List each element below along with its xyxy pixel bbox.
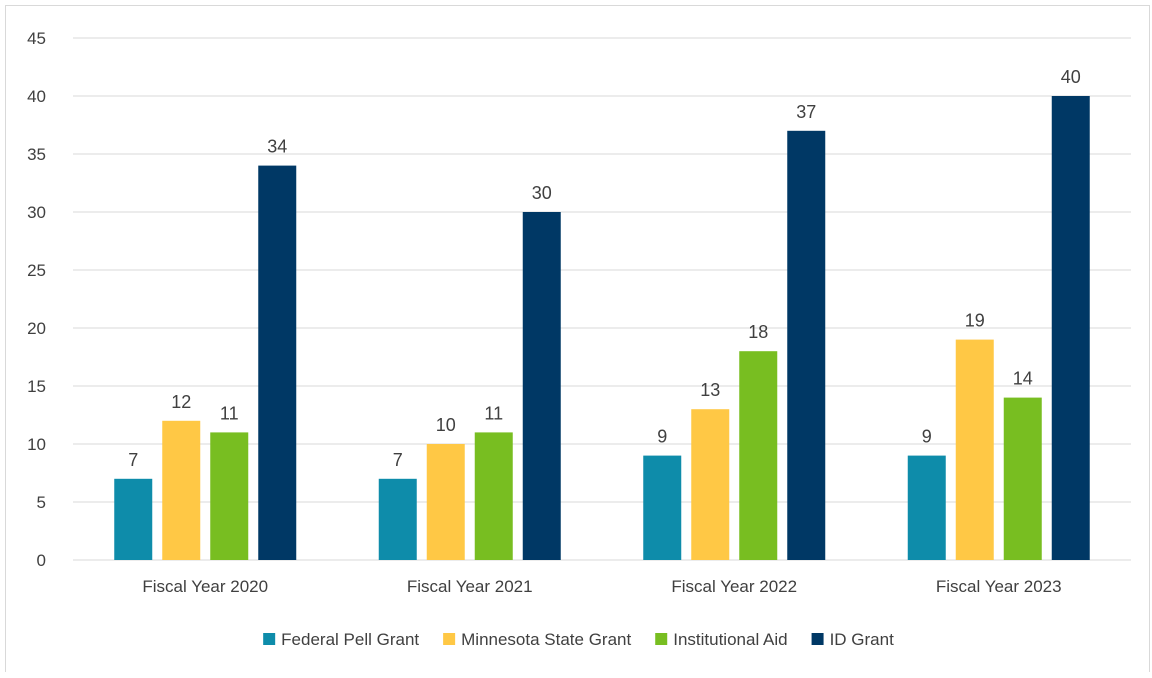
y-tick-label: 25: [27, 261, 46, 280]
y-tick-label: 10: [27, 435, 46, 454]
x-tick-label: Fiscal Year 2023: [936, 577, 1062, 596]
legend-swatch: [263, 633, 276, 645]
data-label: 18: [748, 322, 768, 342]
legend: Federal Pell Grant Minnesota State Grant I…: [263, 630, 894, 649]
data-label: 9: [922, 427, 932, 447]
gridlines: [73, 37, 1131, 561]
y-tick-label: 15: [27, 377, 46, 396]
bar-federal-pell-grant-2: [643, 455, 682, 560]
data-label: 30: [532, 183, 552, 203]
y-tick-label: 20: [27, 319, 46, 338]
data-label: 7: [393, 450, 403, 470]
bar-id-grant-0: [258, 165, 297, 560]
bar-federal-pell-grant-0: [114, 478, 153, 560]
data-label: 40: [1061, 67, 1081, 87]
legend-label: Minnesota State Grant: [461, 630, 631, 649]
y-tick-label: 35: [27, 145, 46, 164]
y-tick-label: 0: [37, 551, 46, 570]
data-label: 11: [484, 403, 503, 423]
data-label: 14: [1013, 369, 1033, 389]
bar-institutional-aid-0: [210, 432, 249, 560]
bar-federal-pell-grant-1: [378, 478, 417, 560]
data-label: 13: [700, 380, 720, 400]
legend-label: Federal Pell Grant: [281, 630, 419, 649]
legend-swatch: [443, 633, 456, 645]
data-label: 11: [220, 403, 239, 423]
data-label: 19: [965, 311, 985, 331]
x-tick-label: Fiscal Year 2021: [407, 577, 533, 596]
x-tick-label: Fiscal Year 2020: [142, 577, 268, 596]
chart-frame: 0 5 10 15 20 25 30 35 40 45 7 12 11 34 7 10 11 30 9 13 18 37…: [5, 5, 1150, 672]
x-axis-category-labels: Fiscal Year 2020 Fiscal Year 2021 Fiscal Y…: [142, 577, 1061, 596]
legend-label: Institutional Aid: [673, 630, 787, 649]
bar-id-grant-3: [1051, 96, 1090, 560]
data-label: 7: [128, 450, 138, 470]
data-label: 37: [796, 102, 816, 122]
data-label: 9: [657, 427, 667, 447]
legend-item-minnesota-state-grant: Minnesota State Grant: [443, 630, 631, 649]
legend-item-id-grant: ID Grant: [811, 630, 895, 649]
bar-id-grant-1: [522, 212, 561, 560]
data-labels: 7 12 11 34 7 10 11 30 9 13 18 37 9 19 14 40: [128, 67, 1081, 470]
bar-institutional-aid-2: [739, 351, 778, 560]
bar-id-grant-2: [787, 130, 826, 561]
bar-minnesota-state-grant-0: [162, 420, 201, 560]
y-tick-label: 40: [27, 87, 46, 106]
bar-institutional-aid-3: [1003, 397, 1042, 560]
legend-label: ID Grant: [830, 630, 895, 649]
legend-swatch: [655, 633, 668, 645]
legend-item-institutional-aid: Institutional Aid: [655, 630, 788, 649]
bars: [114, 96, 1090, 561]
bar-institutional-aid-1: [474, 432, 513, 560]
data-label: 34: [267, 137, 287, 157]
bar-minnesota-state-grant-2: [691, 409, 730, 560]
legend-item-federal-pell-grant: Federal Pell Grant: [263, 630, 419, 649]
data-label: 10: [436, 415, 456, 435]
grant-bar-chart: 0 5 10 15 20 25 30 35 40 45 7 12 11 34 7 10 11 30 9 13 18 37…: [27, 29, 1131, 649]
y-axis-tick-labels: 0 5 10 15 20 25 30 35 40 45: [27, 29, 46, 570]
bar-federal-pell-grant-3: [907, 455, 946, 560]
data-label: 12: [171, 392, 191, 412]
y-tick-label: 30: [27, 203, 46, 222]
bar-minnesota-state-grant-1: [426, 444, 465, 560]
y-tick-label: 45: [27, 29, 46, 48]
bar-minnesota-state-grant-3: [955, 339, 994, 560]
x-tick-label: Fiscal Year 2022: [671, 577, 797, 596]
y-tick-label: 5: [37, 493, 46, 512]
legend-swatch: [811, 633, 824, 645]
